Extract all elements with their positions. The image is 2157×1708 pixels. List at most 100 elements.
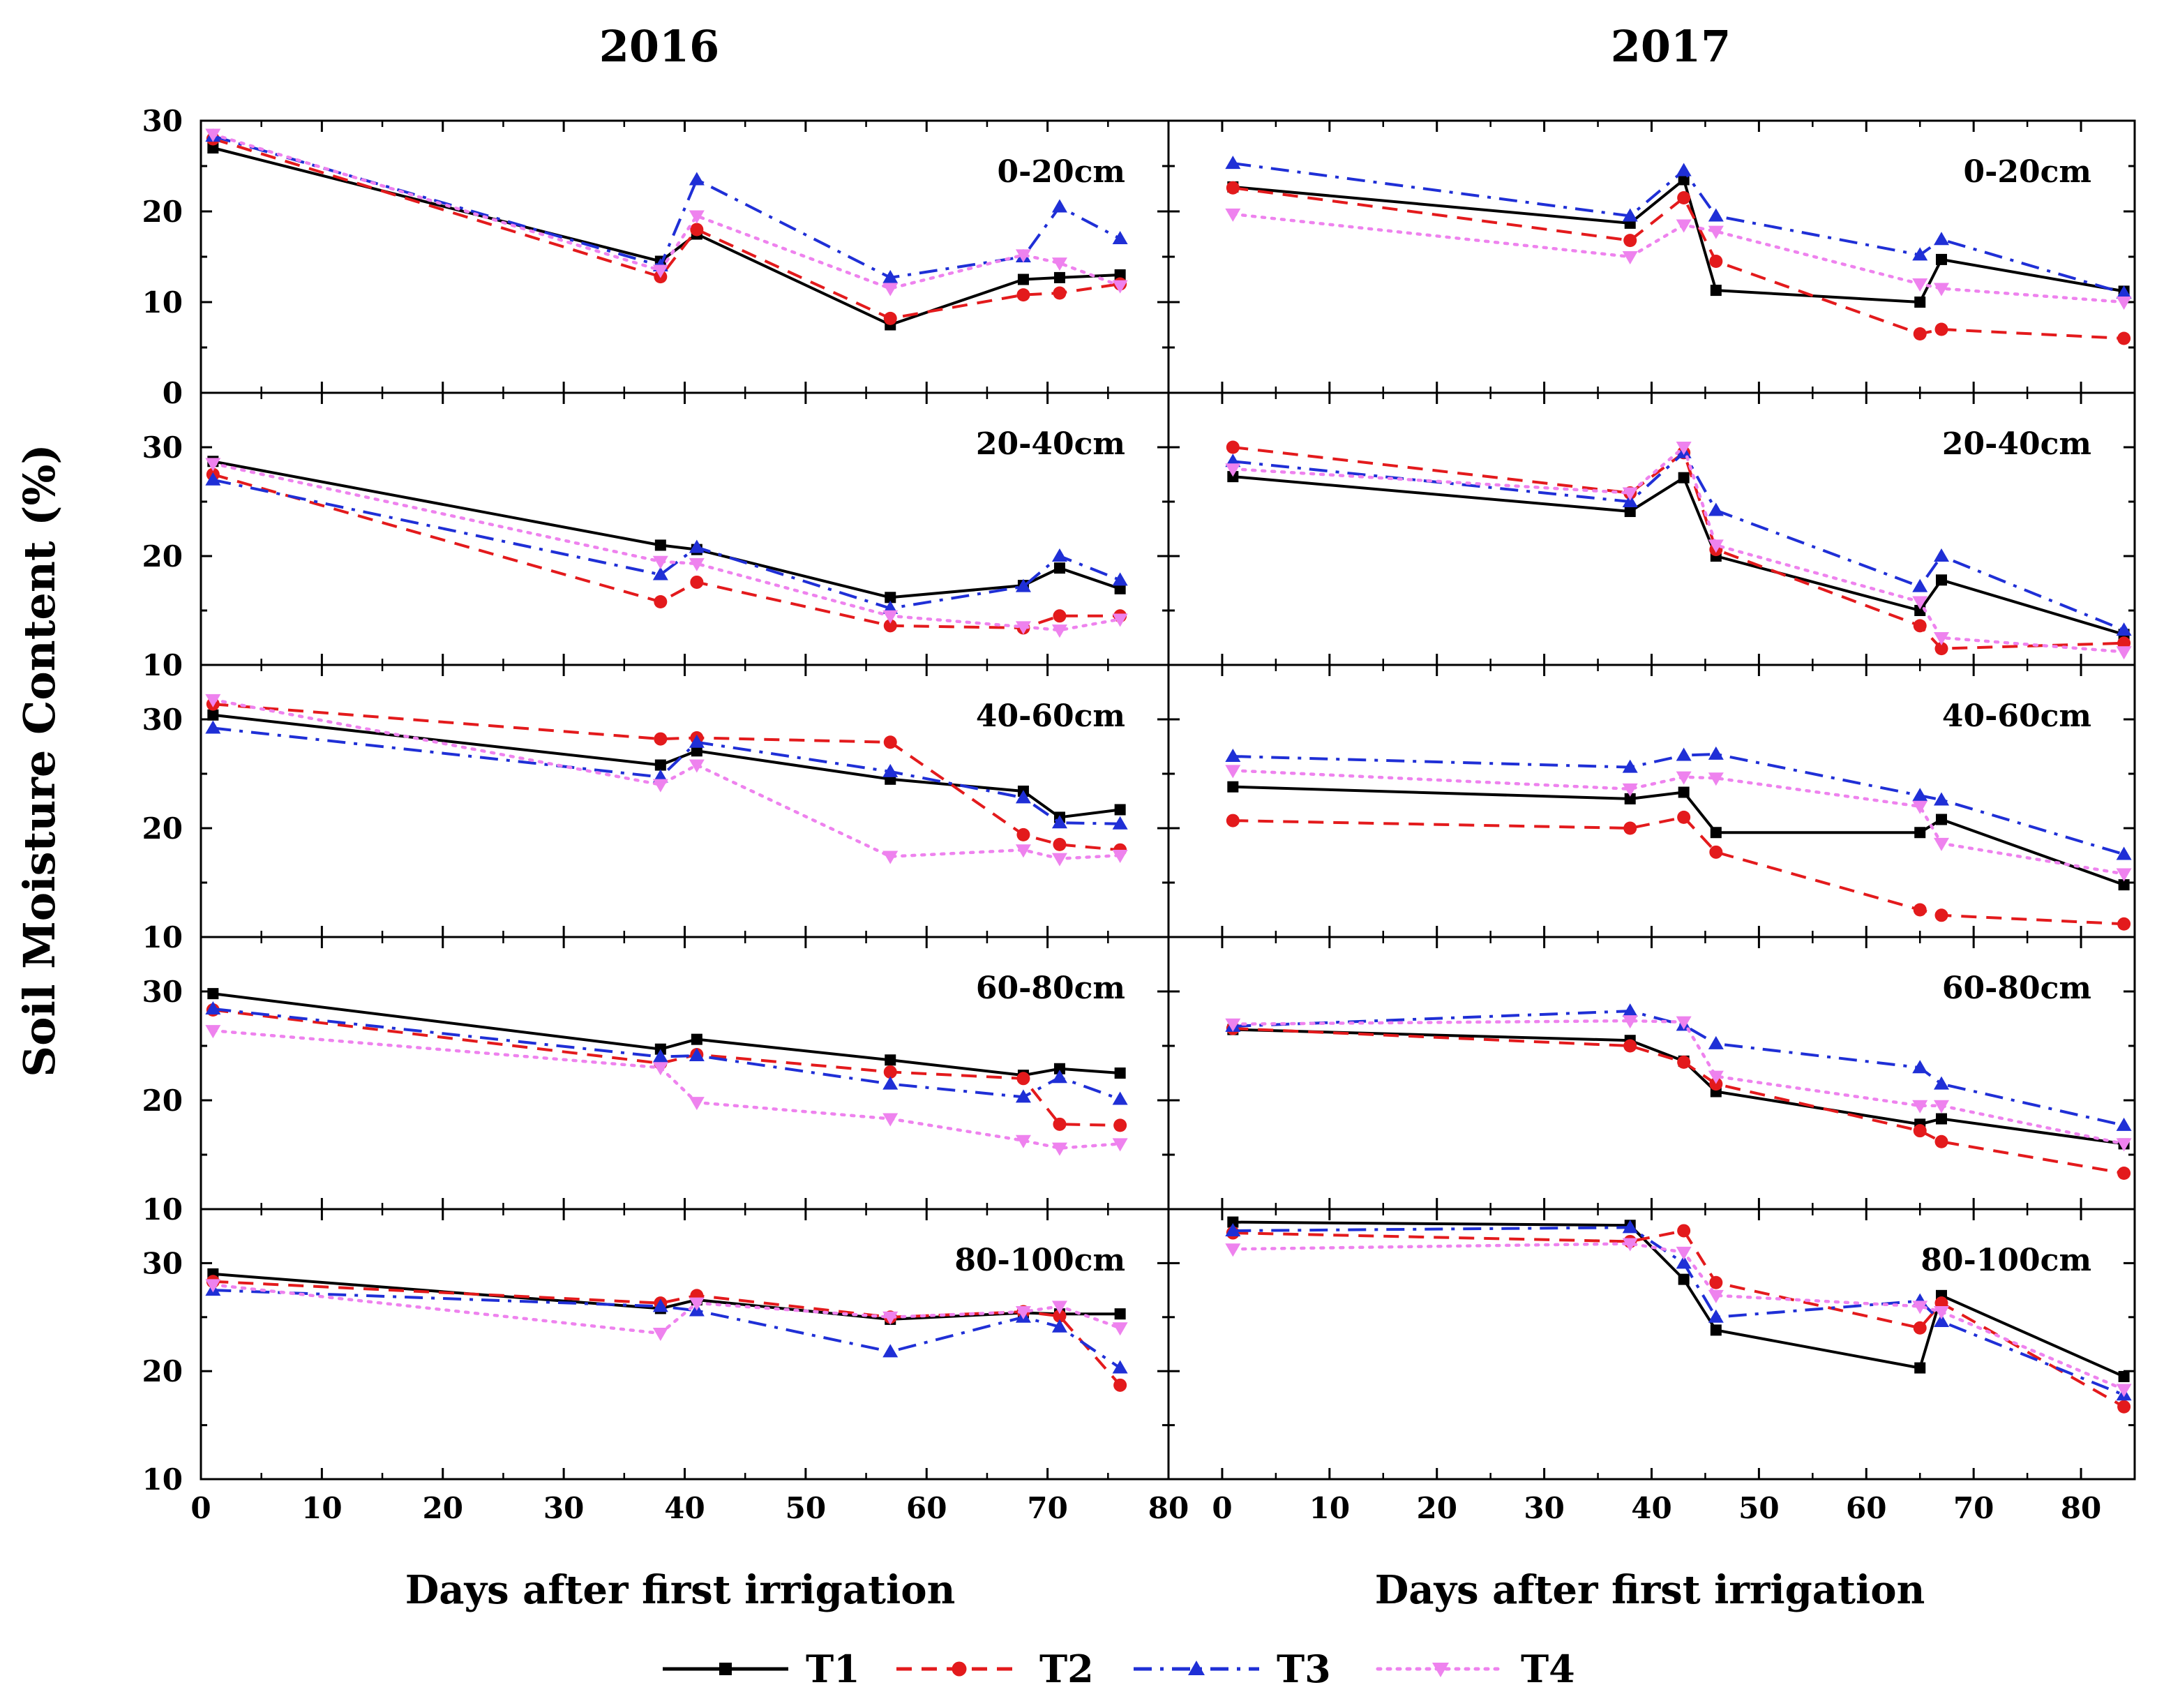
point-T2 <box>1709 845 1723 859</box>
point-T2 <box>1016 288 1030 302</box>
point-T4 <box>1934 632 1949 645</box>
y-axis-label: Soil Moisture Content (%) <box>14 444 65 1077</box>
x-tick-label: 20 <box>423 1491 463 1525</box>
point-T2 <box>1113 1118 1127 1132</box>
point-T2 <box>883 311 897 325</box>
point-T4 <box>882 851 899 864</box>
point-T2 <box>690 223 704 237</box>
point-T3 <box>1708 502 1724 516</box>
point-T4 <box>689 557 705 571</box>
point-T3 <box>1112 816 1128 830</box>
point-T3 <box>689 539 705 553</box>
point-T1 <box>1710 1324 1722 1336</box>
point-T2 <box>1913 619 1927 633</box>
point-T2 <box>2117 917 2131 931</box>
point-T3 <box>1708 746 1724 760</box>
point-T2 <box>1913 903 1927 917</box>
x-tick-label: 80 <box>1148 1491 1189 1525</box>
point-T4 <box>1934 283 1949 297</box>
point-T3 <box>1912 247 1928 261</box>
point-T3 <box>1015 790 1031 804</box>
point-T4 <box>1708 772 1724 786</box>
point-T1 <box>1624 793 1636 804</box>
point-T3 <box>1051 1319 1067 1333</box>
depth-label: 20-40cm <box>976 426 1125 462</box>
point-T4 <box>1112 613 1128 627</box>
depth-label: 80-100cm <box>954 1243 1125 1278</box>
point-T2 <box>1053 286 1067 300</box>
panel-2017-40-60cm: 40-60cm <box>1167 664 2136 938</box>
point-T1 <box>2118 879 2130 891</box>
point-T3 <box>882 1076 899 1090</box>
point-T4 <box>882 610 899 624</box>
point-T3 <box>1934 1313 1949 1327</box>
point-T3 <box>2116 1117 2132 1131</box>
point-T1 <box>1914 297 1926 308</box>
x-tick-label: 50 <box>786 1491 826 1525</box>
point-T2 <box>1226 814 1240 827</box>
y-tick-label: 10 <box>142 1192 183 1227</box>
point-T3 <box>1112 1091 1128 1105</box>
series-line-T1 <box>212 147 1120 327</box>
y-tick-label: 30 <box>142 703 183 737</box>
point-T4 <box>1225 765 1241 779</box>
point-T4 <box>689 1097 705 1111</box>
point-T3 <box>205 720 221 734</box>
y-tick-label: 30 <box>142 975 183 1009</box>
point-T4 <box>652 1062 668 1076</box>
y-tick-label: 20 <box>142 1354 183 1388</box>
x-tick-label: 80 <box>2061 1491 2101 1525</box>
legend-marker-T2 <box>952 1661 967 1677</box>
point-T3 <box>1934 792 1949 806</box>
point-T4 <box>1622 1015 1638 1029</box>
point-T2 <box>1016 827 1030 841</box>
legend-label-T1: T1 <box>806 1647 860 1691</box>
point-T3 <box>1225 156 1241 170</box>
y-tick-label: 10 <box>142 648 183 682</box>
point-T3 <box>1225 749 1241 763</box>
point-T4 <box>205 1279 221 1293</box>
series-line-T1 <box>1233 785 2125 886</box>
point-T1 <box>207 988 219 1000</box>
depth-label: 0-20cm <box>998 154 1125 190</box>
panel-2016-40-60cm: 10 20 30 40-60cm <box>142 664 1170 954</box>
panel-2016-60-80cm: 10 20 30 60-80cm <box>142 936 1170 1227</box>
point-T4 <box>1622 251 1638 264</box>
point-T2 <box>1677 1055 1691 1069</box>
legend-marker-T1 <box>719 1663 732 1675</box>
point-T2 <box>1934 1134 1948 1148</box>
y-tick-label: 10 <box>142 920 183 954</box>
point-T4 <box>689 1297 705 1311</box>
point-T3 <box>1622 1220 1638 1234</box>
x-tick-label: 10 <box>1309 1491 1350 1525</box>
series-line-T3 <box>1233 752 2125 856</box>
point-T4 <box>1934 1306 1949 1320</box>
legend-marker-T4 <box>1432 1663 1449 1677</box>
point-T4 <box>1051 624 1067 638</box>
point-T1 <box>1936 574 1947 586</box>
point-T4 <box>1112 280 1128 294</box>
point-T1 <box>1678 472 1690 484</box>
column-title-2017: 2017 <box>1611 21 1731 72</box>
depth-label: 60-80cm <box>976 971 1125 1006</box>
point-T3 <box>1708 1035 1724 1049</box>
y-tick-label: 20 <box>142 539 183 574</box>
series-line-T1 <box>1233 475 2125 636</box>
point-T1 <box>885 592 896 604</box>
x-tick-label: 70 <box>1027 1491 1067 1525</box>
point-T2 <box>1934 908 1948 922</box>
point-T4 <box>652 264 668 278</box>
point-T3 <box>882 763 899 777</box>
point-T2 <box>2117 1400 2131 1414</box>
point-T3 <box>652 567 668 580</box>
point-T1 <box>1114 1308 1126 1320</box>
point-T4 <box>2116 646 2132 660</box>
point-T4 <box>1015 1134 1031 1148</box>
x-tick-label: 10 <box>301 1491 342 1525</box>
point-T1 <box>1114 804 1126 816</box>
point-T4 <box>1051 1301 1067 1314</box>
point-T4 <box>1225 463 1241 477</box>
depth-label: 0-20cm <box>1964 154 2091 190</box>
